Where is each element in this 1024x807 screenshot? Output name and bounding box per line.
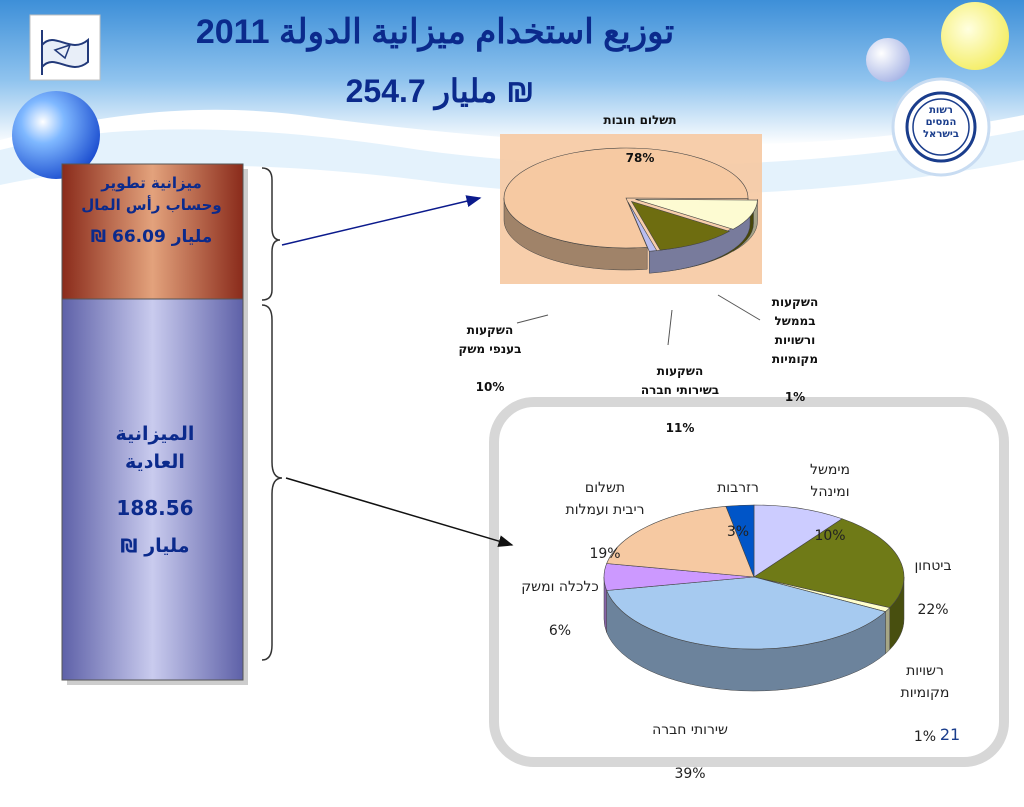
bottom-label-security-text: ביטחון [893,555,973,577]
top-label-social-text: השקעות בשירותי חברה [620,362,740,400]
top-label-debt-pct: 78% [580,149,700,168]
bottom-label-reserves-pct: 3% [703,521,773,543]
bottom-label-reserves-text: רזרבות [703,477,773,499]
top-label-govt-pct: 1% [755,388,835,407]
top-label-social: השקעות בשירותי חברה 11% [620,343,740,457]
bottom-label-social-text: שירותי חברה [620,719,760,741]
bottom-label-governance-pct: 10% [785,525,875,547]
top-label-econ: השקעות בענפי משק 10% [440,302,540,416]
top-label-econ-pct: 10% [440,378,540,397]
bottom-label-economy-pct: 6% [510,620,610,642]
bottom-label-local-text: רשויות מקומיות [880,660,970,704]
bottom-label-social: שירותי חברה 39% [620,697,760,807]
bottom-label-reserves: רזרבות 3% [703,455,773,565]
social-leader [668,310,672,345]
bottom-label-security: ביטחון 22% [893,533,973,643]
bottom-label-governance: מימשל ומינהל 10% [785,437,875,569]
bottom-label-interest-text: תשלום ריבית ועמלות [550,477,660,521]
bottom-label-governance-text: מימשל ומינהל [785,459,875,503]
top-label-debt: תשלום חובות 78% [580,92,700,187]
dev-brace [262,168,280,300]
bottom-label-interest-pct: 19% [550,543,660,565]
top-label-econ-text: השקעות בענפי משק [440,321,540,359]
regular-brace [262,305,282,660]
dev-arrow [282,198,480,245]
bottom-label-local: רשויות מקומיות 1% [880,638,970,770]
top-label-debt-text: תשלום חובות [580,111,700,130]
bottom-label-interest: תשלום ריבית ועמלות 19% [550,455,660,587]
bottom-label-social-pct: 39% [620,763,760,785]
top-label-govt-text: השקעות בממשל ורשויות מקומיות [755,293,835,369]
top-label-social-pct: 11% [620,419,740,438]
regular-arrow [286,478,512,545]
page-number: 21 [930,725,970,744]
top-label-govt: השקעות בממשל ורשויות מקומיות 1% [755,274,835,426]
bottom-label-security-pct: 22% [893,599,973,621]
